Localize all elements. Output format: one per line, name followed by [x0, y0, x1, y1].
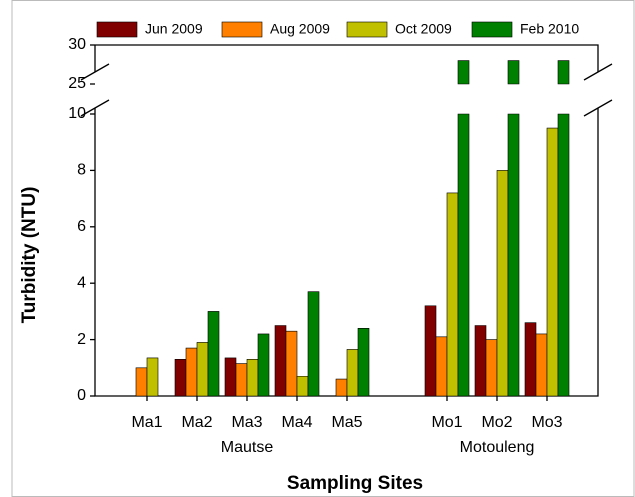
bar: [146, 357, 159, 397]
legend-swatch: [471, 21, 513, 38]
bar: [274, 325, 287, 397]
bar: [174, 359, 187, 397]
x-tick-label: Ma2: [181, 414, 212, 431]
x-axis-label: Sampling Sites: [287, 473, 423, 494]
x-tick-label: Ma1: [131, 414, 162, 431]
bar: [296, 375, 309, 397]
y-tick-label: 6: [77, 218, 86, 235]
bar: [557, 60, 570, 397]
axis-frame: [94, 44, 599, 397]
bar: [435, 336, 448, 397]
bar: [335, 378, 348, 397]
y-axis-label: Turbidity (NTU): [19, 187, 40, 324]
bar: [457, 60, 470, 397]
bar: [357, 328, 370, 397]
bar: [474, 325, 487, 397]
bar: [524, 322, 537, 397]
bar: [246, 359, 259, 397]
x-tick-label: Mo2: [481, 414, 512, 431]
bar: [496, 170, 509, 397]
y-tick-label: 4: [77, 274, 86, 291]
y-tick-label: 25: [68, 75, 86, 92]
bar: [346, 349, 359, 397]
bar: [135, 367, 148, 397]
bar: [507, 60, 520, 397]
bar: [257, 333, 270, 397]
y-tick-label: 2: [77, 331, 86, 348]
bar: [546, 127, 559, 397]
legend-label: Oct 2009: [395, 21, 452, 37]
y-tick-label: 0: [77, 387, 86, 404]
bar: [224, 357, 237, 397]
group-label: Motouleng: [460, 439, 535, 456]
legend-label: Jun 2009: [145, 21, 203, 37]
legend-swatch: [96, 21, 138, 38]
group-label: Mautse: [221, 439, 274, 456]
bar: [185, 347, 198, 397]
legend-label: Aug 2009: [270, 21, 330, 37]
x-tick-label: Mo1: [431, 414, 462, 431]
bar: [235, 363, 248, 397]
legend-swatch: [221, 21, 263, 38]
bar: [446, 192, 459, 397]
bar: [207, 311, 220, 397]
x-tick-label: Ma3: [231, 414, 262, 431]
x-tick-label: Ma4: [281, 414, 312, 431]
axis-break: [80, 99, 110, 117]
x-tick-label: Ma5: [331, 414, 362, 431]
y-tick-label: 8: [77, 162, 86, 179]
bar: [307, 291, 320, 397]
bar: [285, 330, 298, 397]
bar: [196, 342, 209, 397]
legend-label: Feb 2010: [520, 21, 579, 37]
axis-break: [583, 99, 613, 117]
axis-break: [583, 63, 613, 81]
x-tick-label: Mo3: [531, 414, 562, 431]
bar: [535, 333, 548, 397]
bar: [424, 305, 437, 397]
axis-break: [80, 63, 110, 81]
legend-swatch: [346, 21, 388, 38]
bar: [485, 339, 498, 397]
y-tick-label: 10: [68, 105, 86, 122]
y-tick-label: 30: [68, 36, 86, 53]
